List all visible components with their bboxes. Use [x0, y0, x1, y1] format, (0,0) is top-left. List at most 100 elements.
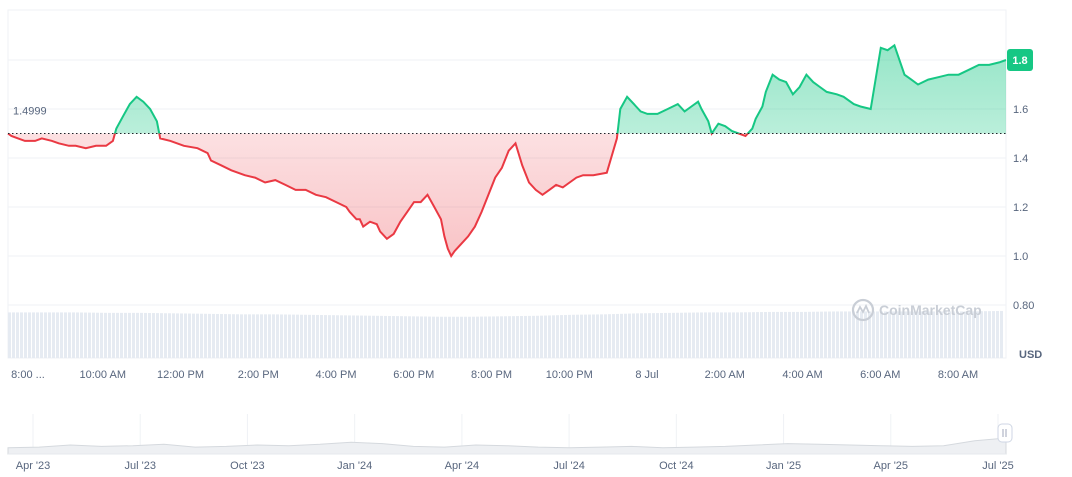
- volume-bar: [836, 311, 839, 358]
- volume-bar: [852, 311, 855, 358]
- volume-bar: [560, 315, 563, 358]
- x-tick-label: 8:00 PM: [471, 369, 512, 381]
- volume-bar: [672, 312, 675, 358]
- x-tick-label: 2:00 AM: [705, 369, 745, 381]
- volume-bar: [828, 311, 831, 358]
- volume-bar: [1000, 310, 1003, 358]
- volume-bar: [212, 313, 215, 358]
- volume-bar: [280, 314, 283, 358]
- volume-bar: [728, 312, 731, 358]
- volume-bar: [512, 316, 515, 358]
- volume-bar: [856, 311, 859, 358]
- volume-bar: [44, 312, 47, 358]
- volume-bar: [384, 315, 387, 358]
- volume-bar: [32, 312, 35, 358]
- volume-bar: [580, 314, 583, 358]
- volume-bar: [652, 313, 655, 358]
- volume-bar: [476, 316, 479, 358]
- volume-bar: [792, 311, 795, 358]
- volume-bar: [644, 313, 647, 358]
- volume-bar: [612, 314, 615, 358]
- range-navigator[interactable]: Apr '23 Jul '23 Oct '23 Jan '24 Apr '24 Jul '…: [7, 414, 1014, 472]
- volume-bar: [424, 316, 427, 358]
- volume-bar: [920, 311, 923, 358]
- volume-bar: [488, 316, 491, 358]
- volume-bar: [360, 315, 363, 358]
- volume-bar: [824, 311, 827, 358]
- volume-bar: [664, 312, 667, 358]
- y-tick-label: 1.6: [1013, 104, 1028, 116]
- volume-bar: [808, 311, 811, 358]
- volume-bar: [260, 314, 263, 358]
- volume-bar: [224, 314, 227, 358]
- volume-bar: [376, 315, 379, 358]
- volume-bar: [396, 316, 399, 358]
- volume-bar: [932, 311, 935, 358]
- volume-bar: [556, 315, 559, 358]
- volume-bar: [668, 312, 671, 358]
- volume-bar: [900, 311, 903, 358]
- volume-bar: [124, 312, 127, 358]
- volume-bar: [752, 312, 755, 358]
- x-tick-label: 10:00 AM: [80, 369, 126, 381]
- volume-bar: [316, 314, 319, 358]
- volume-bar: [392, 316, 395, 358]
- volume-bar: [708, 312, 711, 358]
- y-tick-label: 1.2: [1013, 202, 1028, 214]
- volume-bar: [788, 311, 791, 358]
- navigator-handle[interactable]: [997, 423, 1013, 443]
- volume-bar: [676, 312, 679, 358]
- volume-bar: [768, 311, 771, 358]
- volume-bar: [736, 312, 739, 358]
- volume-bar: [576, 314, 579, 358]
- price-line-below: [7, 133, 750, 259]
- volume-bar: [192, 313, 195, 358]
- volume-bar: [812, 311, 815, 358]
- volume-bar: [784, 311, 787, 358]
- volume-bar: [132, 312, 135, 358]
- volume-bar: [304, 314, 307, 358]
- volume-bar: [64, 312, 67, 358]
- volume-bar: [916, 311, 919, 358]
- volume-bars: [8, 310, 1003, 358]
- volume-bar: [756, 312, 759, 358]
- volume-bar: [720, 312, 723, 358]
- volume-bar: [100, 312, 103, 358]
- volume-bar: [196, 313, 199, 358]
- volume-bar: [152, 313, 155, 358]
- volume-bar: [692, 312, 695, 358]
- volume-bar: [128, 312, 131, 358]
- volume-bar: [240, 314, 243, 358]
- volume-bar: [772, 311, 775, 358]
- volume-bar: [984, 311, 987, 358]
- volume-bar: [252, 314, 255, 358]
- volume-bar: [600, 314, 603, 358]
- volume-bar: [496, 316, 499, 358]
- volume-bar: [428, 316, 431, 358]
- volume-bar: [144, 312, 147, 358]
- volume-bar: [844, 311, 847, 358]
- volume-bar: [656, 313, 659, 358]
- current-price-badge: 1.8: [1007, 49, 1033, 71]
- volume-bar: [172, 313, 175, 358]
- volume-bar: [420, 316, 423, 358]
- volume-bar: [256, 314, 259, 358]
- volume-bar: [564, 314, 567, 358]
- volume-bar: [880, 311, 883, 358]
- volume-bar: [640, 313, 643, 358]
- volume-bar: [432, 316, 435, 358]
- x-tick-label: 4:00 AM: [782, 369, 822, 381]
- x-tick-label: 8 Jul: [635, 369, 658, 381]
- current-price-badge-bg: [1007, 49, 1033, 71]
- volume-bar: [368, 315, 371, 358]
- volume-bar: [876, 311, 879, 358]
- volume-bar: [832, 311, 835, 358]
- volume-bar: [660, 313, 663, 358]
- navigator-label: Jan '24: [337, 460, 372, 472]
- volume-bar: [848, 311, 851, 358]
- volume-bar: [688, 312, 691, 358]
- volume-bar: [116, 312, 119, 358]
- volume-bar: [596, 314, 599, 358]
- volume-bar: [364, 315, 367, 358]
